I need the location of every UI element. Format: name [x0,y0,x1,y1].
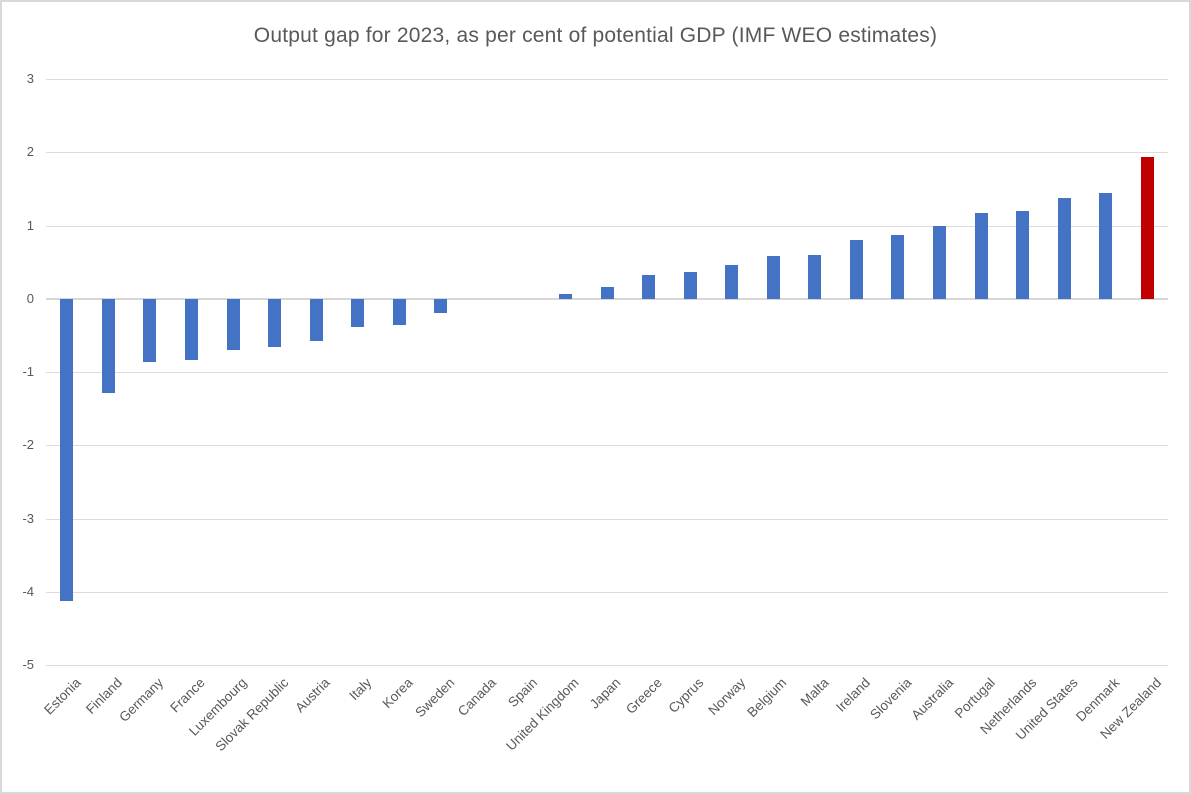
bar-portugal [974,213,988,299]
plot-area [46,79,1168,666]
x-axis-category-label-canada: Canada [454,675,499,720]
x-axis-category-label-france: France [167,675,209,716]
bar-norway [725,265,739,299]
zero-axis-line [46,297,1168,300]
x-axis-category-label-slovenia: Slovenia [867,675,915,723]
x-axis-category-label-malta: Malta [797,675,832,709]
bar-japan [600,287,614,299]
y-axis-tick-label: 3 [26,71,34,86]
bar-cyprus [683,272,697,299]
x-axis-category-label-estonia: Estonia [40,675,84,718]
x-axis-category-label-spain: Spain [505,675,541,711]
gridline [46,591,1168,593]
gridline [46,225,1168,227]
x-axis-category-label-ireland: Ireland [833,675,873,715]
gridline [46,79,1168,80]
chart-title: Output gap for 2023, as per cent of pote… [253,24,938,47]
y-axis-tick-label: -5 [22,657,34,672]
x-axis-category-label-greece: Greece [623,675,666,717]
gridline [46,372,1168,373]
x-axis-category-label-norway: Norway [705,675,749,718]
bar-belgium [766,256,780,299]
bar-austria [309,298,323,341]
bar-france [184,298,198,361]
y-axis-tick-label: 1 [26,217,34,233]
bar-luxembourg [226,298,240,351]
x-axis-category-label-slovak-republic: Slovak Republic [212,675,292,755]
gridline [46,152,1168,154]
x-axis-category-label-germany: Germany [116,675,167,725]
x-axis-category-label-belgium: Belgium [744,675,790,721]
bar-finland [101,298,115,394]
bar-sweden [434,298,448,314]
bar-estonia [60,298,74,601]
y-axis-tick-label: -2 [22,437,34,453]
x-axis-category-label-sweden: Sweden [412,675,458,721]
y-axis-tick-label: -3 [22,510,34,526]
gridline [46,665,1168,666]
bar-netherlands [1016,210,1030,299]
bar-united-states [1057,198,1071,299]
bar-united-kingdom [558,294,572,299]
gridline [46,445,1168,447]
bar-new-zealand [1140,156,1154,299]
bar-ireland [849,240,863,299]
bar-greece [642,274,656,299]
gridline [46,518,1168,520]
x-axis-category-label-austria: Austria [292,675,333,716]
bar-germany [143,298,157,362]
y-axis-tick-label: -4 [22,583,34,599]
x-axis-category-label-italy: Italy [346,675,375,704]
x-axis-category-label-united-kingdom: United Kingdom [503,675,583,754]
y-axis-tick-label: 2 [26,144,34,160]
bar-denmark [1099,192,1113,299]
x-axis-category-label-australia: Australia [908,675,957,723]
bar-italy [351,298,365,328]
y-axis-tick-label: 0 [26,290,34,306]
bar-slovenia [891,235,905,299]
x-axis-category-label-cyprus: Cyprus [665,675,707,716]
bar-malta [808,254,822,299]
bar-korea [392,298,406,326]
x-axis-category-label-korea: Korea [379,675,416,712]
bar-australia [932,225,946,299]
x-axis-category-label-japan: Japan [586,675,624,712]
bar-slovak-republic [268,298,282,348]
y-axis-tick-label: -1 [22,364,34,379]
